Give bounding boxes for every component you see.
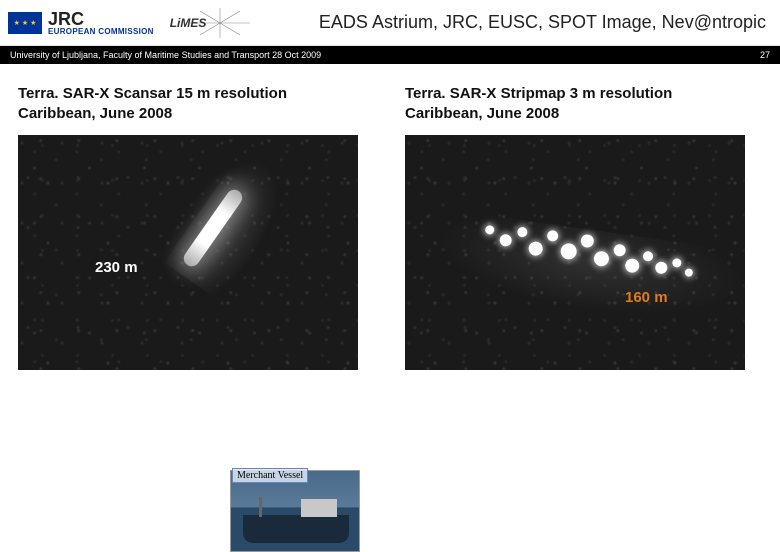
photo-label: Merchant Vessel (232, 468, 308, 483)
ec-text: EUROPEAN COMMISSION (48, 28, 154, 36)
left-dimension-label: 230 m (95, 259, 138, 276)
header: ★ ★ ★ JRC EUROPEAN COMMISSION LiMES EADS… (0, 0, 780, 46)
logo-block: ★ ★ ★ JRC EUROPEAN COMMISSION LiMES (8, 8, 250, 38)
right-title-line2: Caribbean, June 2008 (405, 105, 559, 122)
left-sar-image (18, 135, 358, 370)
left-title-line2: Caribbean, June 2008 (18, 105, 172, 122)
content: Terra. SAR-X Scansar 15 m resolution Car… (0, 64, 780, 540)
ship-superstructure-icon (301, 499, 337, 517)
ship-mast-icon (259, 497, 262, 517)
breadcrumb-text: University of Ljubljana, Faculty of Mari… (10, 50, 321, 60)
right-panel-title: Terra. SAR-X Stripmap 3 m resolution Car… (405, 84, 762, 123)
limes-text: LiMES (170, 16, 207, 30)
right-dimension-label: 160 m (625, 289, 668, 306)
left-panel: Terra. SAR-X Scansar 15 m resolution Car… (18, 84, 375, 370)
header-title: EADS Astrium, JRC, EUSC, SPOT Image, Nev… (319, 12, 772, 33)
right-panel: Terra. SAR-X Stripmap 3 m resolution Car… (405, 84, 762, 370)
eu-flag-icon: ★ ★ ★ (8, 12, 42, 34)
left-title-line1: Terra. SAR-X Scansar 15 m resolution (18, 85, 287, 102)
panels: Terra. SAR-X Scansar 15 m resolution Car… (18, 84, 762, 370)
jrc-text: JRC (48, 10, 154, 28)
ship-hull-icon (243, 515, 349, 543)
breadcrumb-bar: University of Ljubljana, Faculty of Mari… (0, 46, 780, 64)
left-panel-title: Terra. SAR-X Scansar 15 m resolution Car… (18, 84, 375, 123)
jrc-logo: JRC EUROPEAN COMMISSION (48, 10, 154, 36)
right-sar-image (405, 135, 745, 370)
limes-logo: LiMES (170, 8, 250, 38)
right-title-line1: Terra. SAR-X Stripmap 3 m resolution (405, 85, 672, 102)
page-number: 27 (760, 50, 770, 60)
